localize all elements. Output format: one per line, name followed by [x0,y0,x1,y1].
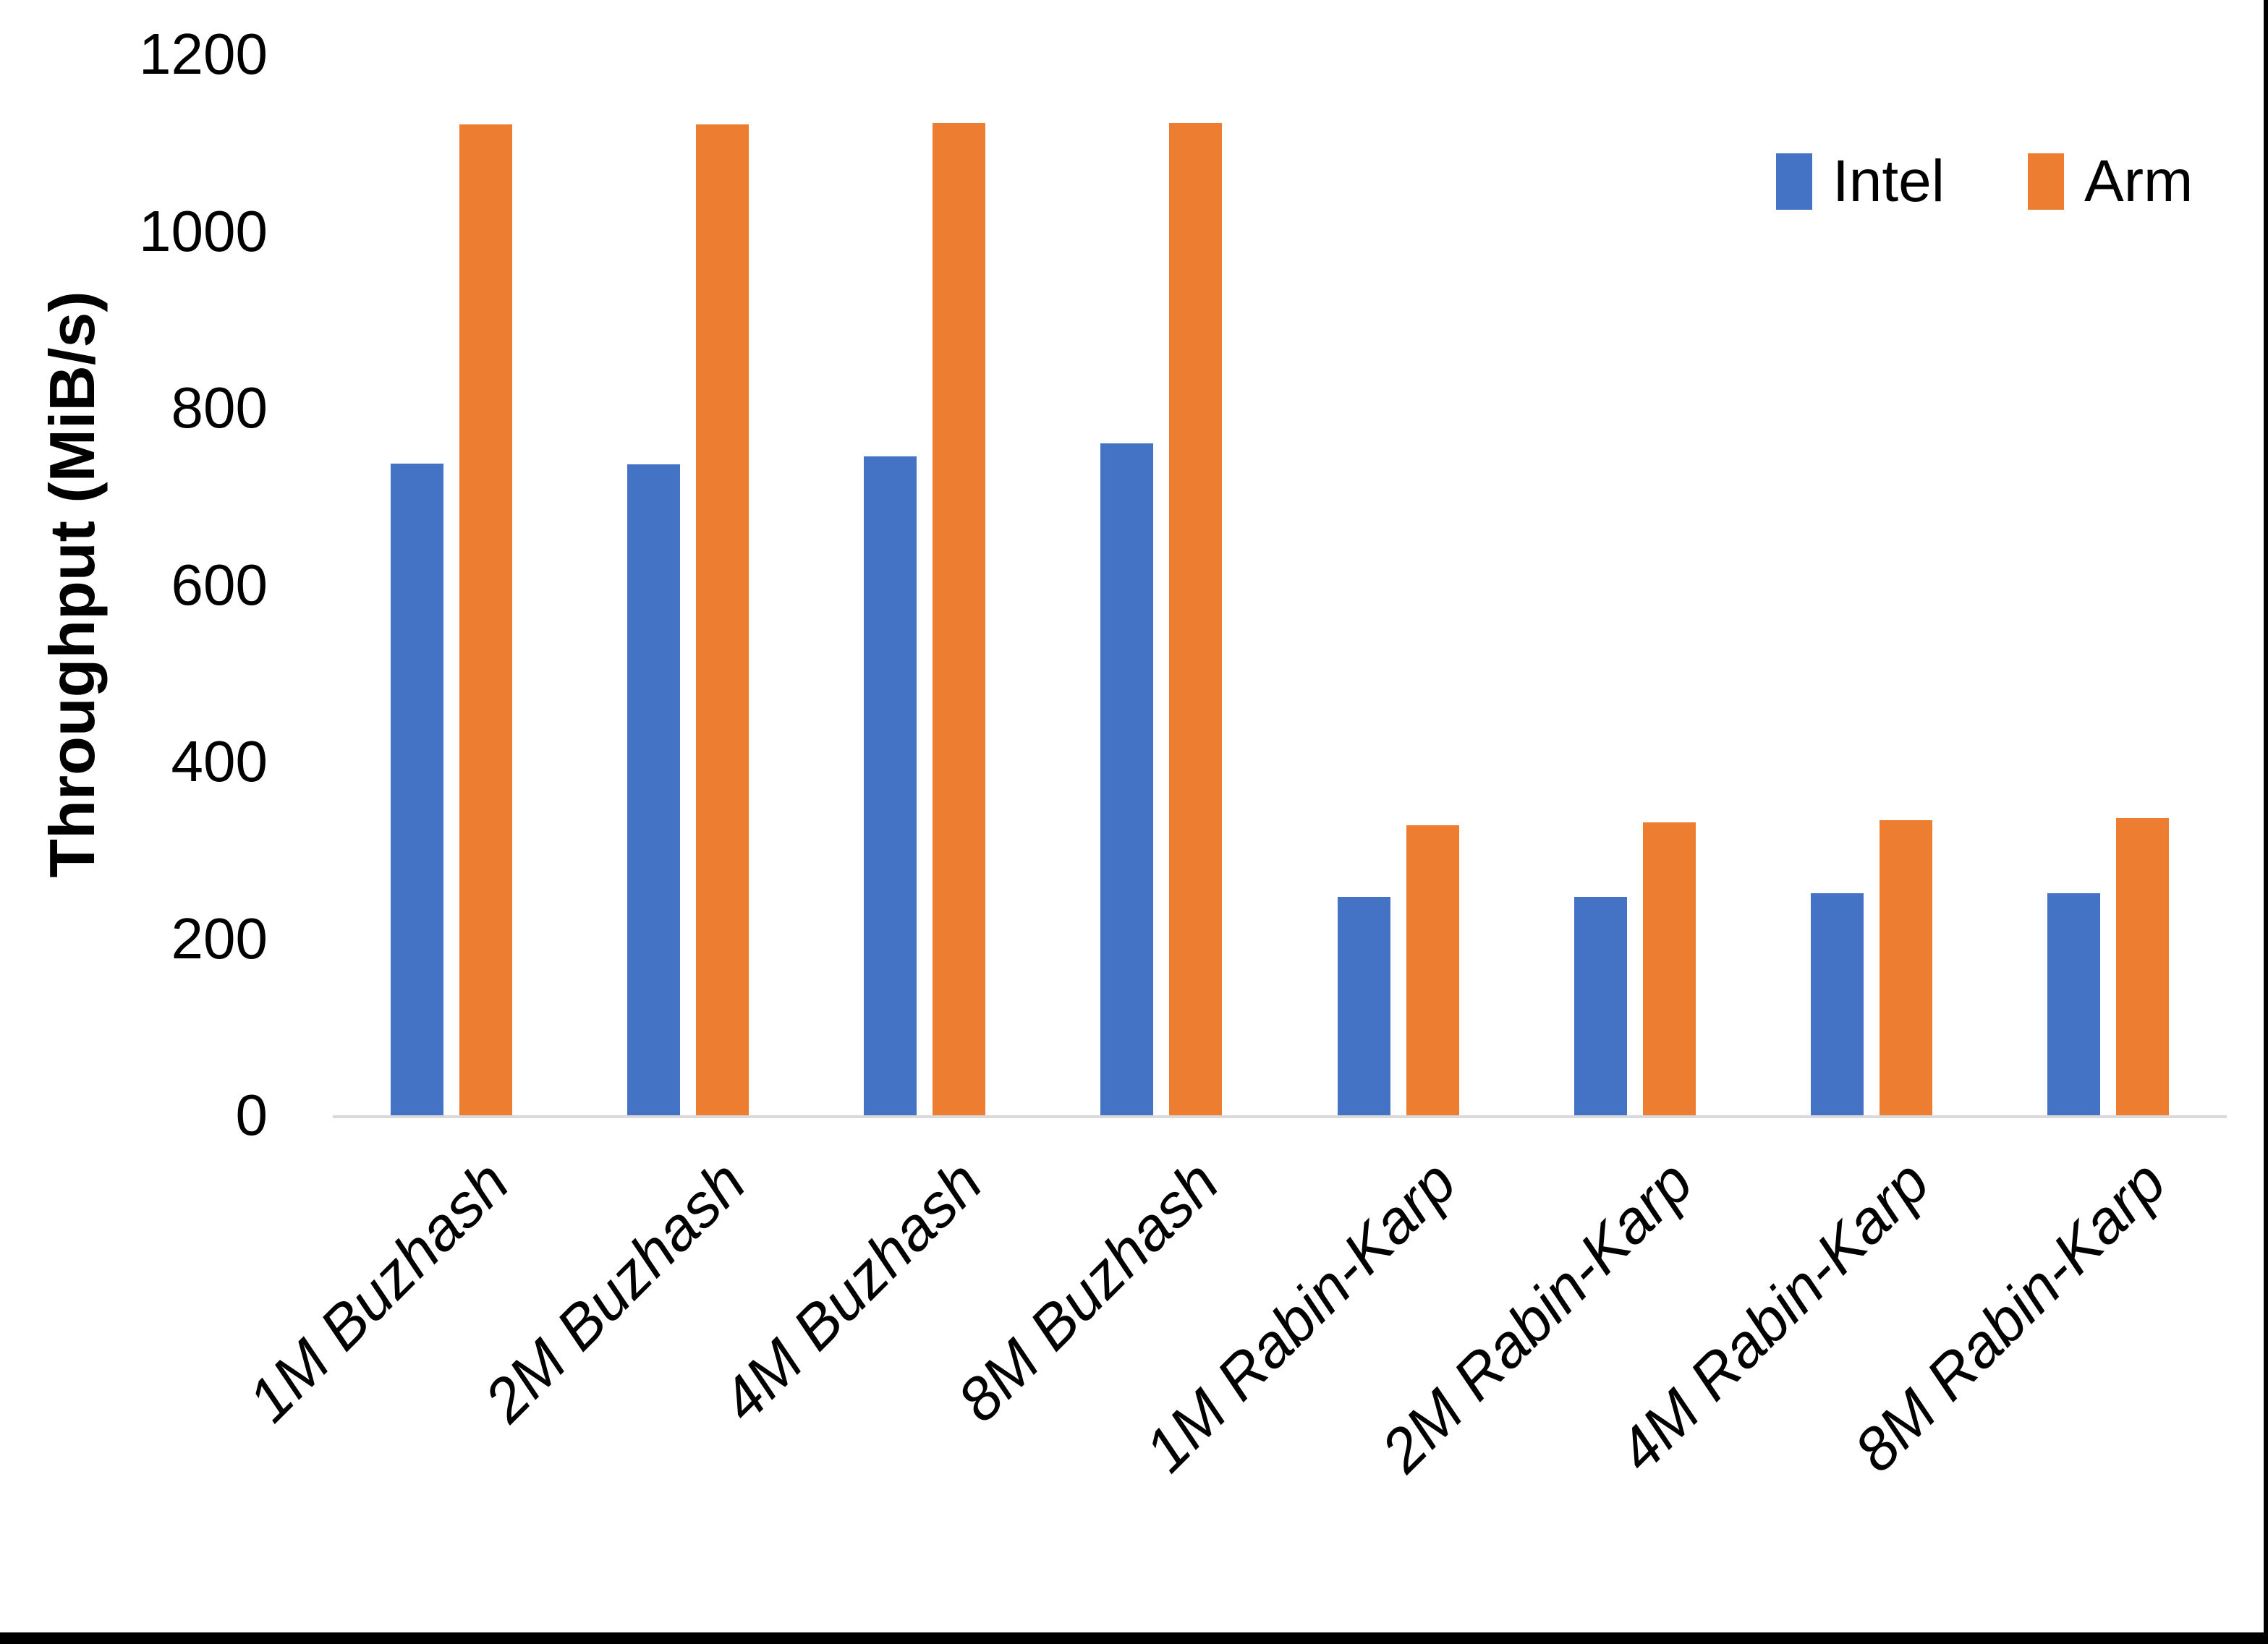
y-tick-label: 400 [171,729,268,793]
x-axis-category-labels: 1M Buzhash 2M Buzhash 4M Buzhash 8M Buzhash… [234,1118,2227,1567]
plot-area [333,54,2227,1118]
legend-label: Arm [2084,148,2193,214]
bar-arm-4m-buzhash [933,123,986,1115]
bar-arm-8m-rabin-karp [2116,818,2170,1115]
legend-swatch-arm [2028,153,2064,210]
legend-swatch-intel [1776,153,1812,210]
bar-intel-8m-rabin-karp [2047,893,2101,1115]
legend-item-arm: Arm [2028,152,2193,211]
bar-arm-2m-rabin-karp [1642,822,1696,1115]
bar-group-4m-buzhash [807,54,1043,1115]
bar-group-2m-buzhash [569,54,806,1115]
bar-group-1m-rabin-karp [1280,54,1516,1115]
bar-group-8m-buzhash [1043,54,1280,1115]
y-tick-label: 0 [235,1083,268,1147]
bar-arm-1m-buzhash [459,124,512,1115]
bar-arm-1m-rabin-karp [1406,825,1459,1115]
bar-intel-4m-buzhash [864,456,917,1115]
y-tick-label: 1000 [139,198,268,263]
legend-item-intel: Intel [1776,152,1945,211]
bar-intel-4m-rabin-karp [1811,893,1864,1115]
bar-arm-2m-buzhash [695,124,749,1115]
y-tick-label: 1200 [139,22,268,86]
legend: Intel Arm [1776,152,2193,211]
y-tick-label: 800 [171,375,268,440]
legend-label: Intel [1832,148,1945,214]
y-tick-label: 600 [171,552,268,617]
bar-intel-1m-rabin-karp [1337,897,1390,1115]
bar-intel-1m-buzhash [390,464,443,1115]
y-tick-label: 200 [171,906,268,971]
right-frame-border [2264,0,2268,1644]
bottom-frame-border [0,1632,2268,1644]
bar-group-8m-rabin-karp [1990,54,2227,1115]
bar-group-2m-rabin-karp [1516,54,1753,1115]
bar-intel-2m-rabin-karp [1573,897,1627,1115]
bar-arm-8m-buzhash [1169,123,1223,1115]
bar-group-1m-buzhash [333,54,569,1115]
bar-group-4m-rabin-karp [1754,54,1990,1115]
bar-intel-8m-buzhash [1100,443,1154,1115]
bar-intel-2m-buzhash [627,464,680,1115]
bar-arm-4m-rabin-karp [1880,819,1933,1115]
